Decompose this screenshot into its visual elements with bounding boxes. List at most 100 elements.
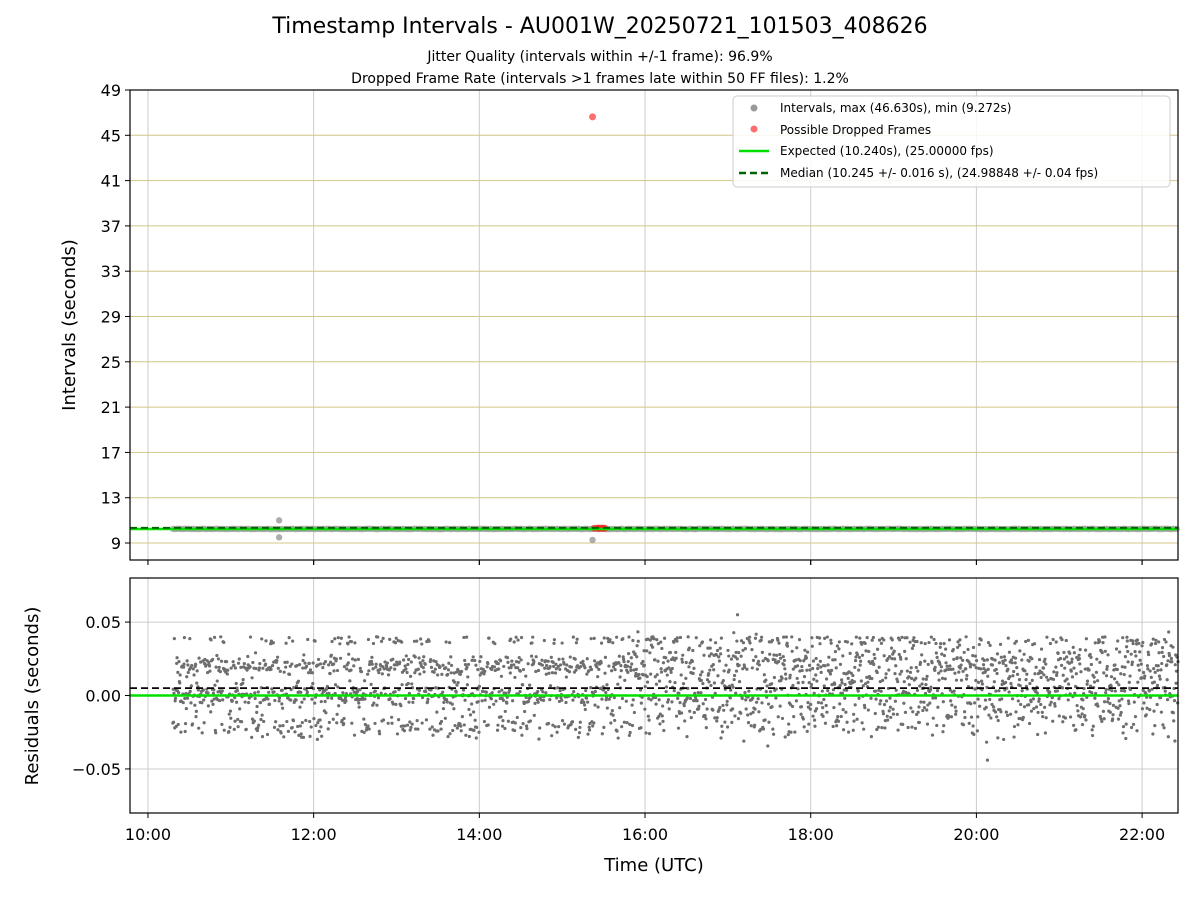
residual-point: [1130, 660, 1134, 664]
residual-point: [248, 665, 252, 669]
residual-point: [1053, 704, 1057, 708]
residual-point: [358, 688, 362, 692]
residual-point: [1090, 728, 1094, 732]
residual-point: [761, 727, 766, 731]
residual-point: [825, 635, 829, 639]
residual-point: [472, 728, 476, 733]
residual-point: [819, 665, 823, 669]
residual-point: [829, 641, 833, 645]
residual-point: [474, 736, 478, 740]
residual-point: [1073, 691, 1077, 695]
residual-point: [415, 639, 419, 643]
residual-point: [621, 637, 625, 641]
residual-point: [1051, 637, 1055, 642]
residual-point: [1018, 684, 1022, 688]
residual-point: [617, 654, 621, 658]
residual-point: [1155, 702, 1159, 707]
residual-point: [255, 728, 260, 733]
residual-point: [1100, 651, 1104, 655]
residual-point: [1028, 681, 1032, 686]
residual-point: [770, 705, 774, 709]
residual-point: [615, 729, 619, 733]
residual-point: [577, 731, 582, 735]
residual-point: [457, 669, 461, 674]
residual-point: [1083, 714, 1087, 718]
residual-point: [388, 637, 392, 641]
residual-point: [267, 702, 272, 706]
residual-point: [908, 670, 913, 674]
residual-point: [302, 653, 306, 657]
residual-point: [301, 735, 306, 739]
residual-point: [451, 728, 455, 733]
residual-extreme-point: [735, 613, 740, 617]
residual-point: [721, 678, 725, 683]
residual-point: [699, 691, 703, 695]
residual-point: [528, 683, 532, 687]
residual-point: [512, 640, 516, 644]
residual-point: [1152, 680, 1157, 684]
residual-point: [1090, 691, 1094, 695]
residual-point: [483, 698, 487, 702]
residual-point: [241, 678, 245, 682]
residual-point: [879, 699, 883, 703]
residual-point: [578, 720, 582, 724]
residual-point: [510, 659, 514, 663]
residual-point: [208, 669, 212, 673]
residual-point: [787, 722, 791, 726]
residual-point: [1123, 655, 1128, 659]
residual-point: [708, 668, 712, 672]
residual-point: [513, 721, 517, 725]
residual-point: [751, 658, 756, 662]
residual-point: [262, 719, 266, 724]
residual-point: [1169, 656, 1174, 661]
residual-point: [852, 680, 857, 684]
residual-point: [346, 661, 350, 665]
residual-point: [853, 703, 857, 707]
residual-point: [806, 650, 810, 654]
residual-point: [753, 723, 757, 727]
residual-point: [395, 732, 400, 736]
residual-point: [986, 640, 991, 645]
residual-point: [441, 663, 445, 667]
residual-point: [1036, 710, 1040, 715]
residual-point: [222, 640, 226, 645]
residual-point: [867, 649, 871, 654]
residual-point: [499, 715, 503, 719]
residual-point: [425, 700, 430, 704]
residual-point: [1000, 697, 1004, 701]
residual-point: [523, 700, 527, 704]
residual-point: [207, 664, 212, 668]
residual-point: [1152, 709, 1156, 713]
residual-point: [829, 638, 833, 642]
residual-point: [307, 661, 311, 665]
residual-point: [217, 665, 221, 669]
residual-point: [380, 672, 384, 676]
top-ytick-label: 33: [101, 262, 121, 281]
residual-point: [321, 666, 325, 670]
residual-point: [1063, 666, 1067, 670]
residual-point: [1010, 661, 1014, 665]
residual-point: [1145, 664, 1150, 668]
residual-point: [855, 653, 860, 657]
residual-point: [320, 734, 324, 738]
residual-point: [613, 718, 617, 723]
residual-point: [871, 635, 875, 640]
residual-point: [1147, 689, 1151, 693]
residual-point: [284, 641, 288, 645]
residual-point: [778, 652, 782, 657]
residual-point: [275, 658, 279, 663]
residual-point: [206, 691, 210, 695]
residual-point: [920, 653, 924, 657]
residual-point: [385, 661, 389, 665]
residual-point: [617, 661, 621, 665]
residual-point: [723, 720, 727, 724]
residual-point: [302, 697, 306, 701]
residual-point: [370, 655, 374, 660]
residual-point: [413, 671, 417, 675]
residual-point: [982, 658, 986, 662]
residual-point: [512, 663, 516, 667]
residual-point: [410, 682, 414, 686]
residual-point: [716, 674, 720, 678]
residual-point: [1165, 698, 1170, 702]
residual-point: [358, 666, 362, 670]
